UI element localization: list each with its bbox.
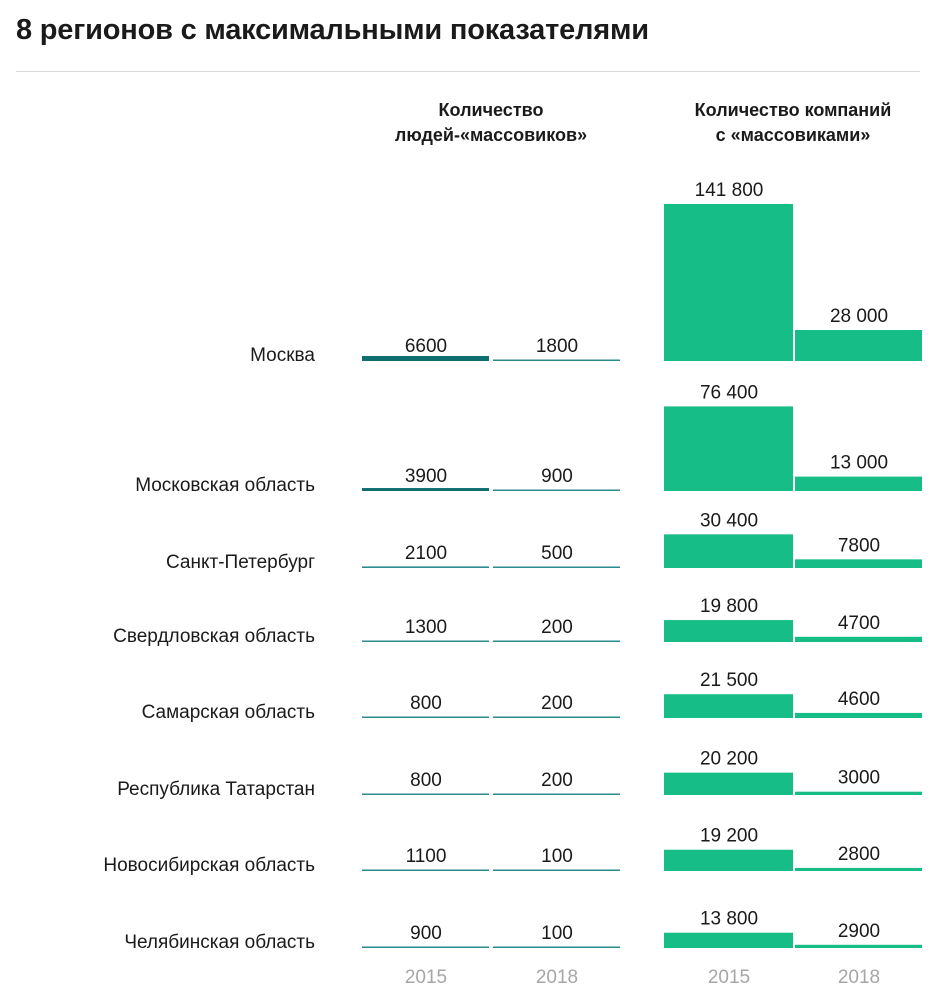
companies-bar-2018-row-7 (795, 867, 922, 871)
companies-bar-2015-row-1 (664, 204, 793, 361)
companies-bar-2018-row-3 (795, 559, 922, 568)
companies-value-2015-row-3: 30 400 (700, 510, 758, 531)
companies-bar-2018-row-1 (795, 329, 922, 361)
companies-bar-2015-row-7 (664, 849, 793, 871)
people-value-2018-row-7: 100 (541, 846, 573, 867)
people-bar-2018-row-2 (493, 489, 620, 491)
people-value-2015-row-1: 6600 (405, 336, 447, 357)
people-value-2015-row-6: 800 (410, 770, 442, 791)
people-value-2015-row-2: 3900 (405, 466, 447, 487)
people-header-line-1: Количество (438, 100, 544, 120)
companies-value-2015-row-4: 19 800 (700, 596, 758, 617)
companies-year-label-2018: 2018 (838, 967, 880, 988)
companies-value-2015-row-1: 141 800 (695, 180, 764, 201)
companies-value-2015-row-5: 21 500 (700, 670, 758, 691)
region-label-row-1: Москва (250, 345, 315, 366)
people-bar-2015-row-7 (362, 869, 489, 871)
companies-bar-2015-row-8 (664, 932, 793, 948)
people-bar-2015-row-3 (362, 566, 489, 568)
companies-bar-2015-row-3 (664, 534, 793, 568)
companies-bar-2018-row-5 (795, 712, 922, 718)
people-year-label-2018: 2018 (536, 967, 578, 988)
companies-value-2018-row-2: 13 000 (830, 453, 888, 474)
companies-bar-2018-row-2 (795, 476, 922, 491)
region-label-row-6: Республика Татарстан (117, 779, 315, 800)
companies-year-label-2015: 2015 (708, 967, 750, 988)
companies-header-line-1: Количество компаний (694, 100, 892, 120)
companies-value-2018-row-6: 3000 (838, 768, 880, 789)
companies-value-2015-row-8: 13 800 (700, 909, 758, 930)
people-bar-2018-row-3 (493, 566, 620, 568)
region-label-row-2: Московская область (135, 475, 315, 496)
region-label-row-4: Свердловская область (113, 626, 315, 647)
people-value-2015-row-4: 1300 (405, 617, 447, 638)
people-value-2015-row-5: 800 (410, 693, 442, 714)
people-bar-2018-row-1 (493, 359, 620, 361)
companies-bar-2015-row-4 (664, 620, 793, 642)
people-bar-2015-row-8 (362, 946, 489, 948)
companies-value-2015-row-6: 20 200 (700, 749, 758, 770)
people-value-2018-row-8: 100 (541, 923, 573, 944)
people-value-2015-row-7: 1100 (406, 846, 447, 867)
companies-header-line-2: с «массовиками» (715, 125, 871, 145)
companies-bar-2018-row-8 (795, 944, 922, 948)
companies-bar-2015-row-6 (664, 772, 793, 795)
people-bar-2018-row-7 (493, 869, 620, 871)
companies-value-2018-row-8: 2900 (838, 921, 880, 942)
people-bar-2018-row-4 (493, 640, 620, 642)
region-label-row-8: Челябинская область (124, 932, 315, 953)
people-value-2015-row-8: 900 (410, 923, 442, 944)
people-bar-2015-row-5 (362, 716, 489, 718)
companies-bar-2018-row-6 (795, 791, 922, 795)
companies-panel-header: Количество компаний с «массовиками» (664, 98, 922, 148)
companies-value-2018-row-1: 28 000 (830, 306, 888, 327)
title-divider (16, 71, 920, 72)
region-label-row-5: Самарская область (142, 702, 316, 723)
companies-bar-2015-row-2 (664, 406, 793, 491)
people-value-2018-row-5: 200 (541, 693, 573, 714)
region-label-row-7: Новосибирская область (103, 855, 315, 876)
people-year-label-2015: 2015 (405, 967, 447, 988)
people-value-2015-row-3: 2100 (405, 543, 447, 564)
companies-bar-2015-row-5 (664, 694, 793, 718)
companies-value-2015-row-2: 76 400 (700, 382, 758, 403)
people-bar-2015-row-1 (362, 356, 489, 361)
people-value-2018-row-1: 1800 (536, 336, 578, 357)
people-header-line-2: людей-«массовиков» (394, 125, 588, 145)
companies-value-2018-row-7: 2800 (838, 844, 880, 865)
companies-value-2018-row-3: 7800 (838, 535, 880, 556)
people-bar-2018-row-8 (493, 946, 620, 948)
people-bar-2015-row-2 (362, 488, 489, 491)
people-value-2018-row-4: 200 (541, 617, 573, 638)
people-value-2018-row-2: 900 (541, 466, 573, 487)
companies-value-2015-row-7: 19 200 (700, 826, 758, 847)
companies-bar-2018-row-4 (795, 636, 922, 642)
people-bar-2015-row-6 (362, 793, 489, 795)
people-panel-header: Количество людей-«массовиков» (362, 98, 620, 148)
people-bar-2015-row-4 (362, 640, 489, 642)
companies-value-2018-row-4: 4700 (838, 613, 880, 634)
people-value-2018-row-6: 200 (541, 770, 573, 791)
region-label-row-3: Санкт-Петербург (166, 552, 315, 573)
people-bar-2018-row-6 (493, 793, 620, 795)
companies-value-2018-row-5: 4600 (838, 689, 880, 710)
chart-title: 8 регионов с максимальными показателями (16, 14, 649, 46)
people-value-2018-row-3: 500 (541, 543, 573, 564)
people-bar-2018-row-5 (493, 716, 620, 718)
